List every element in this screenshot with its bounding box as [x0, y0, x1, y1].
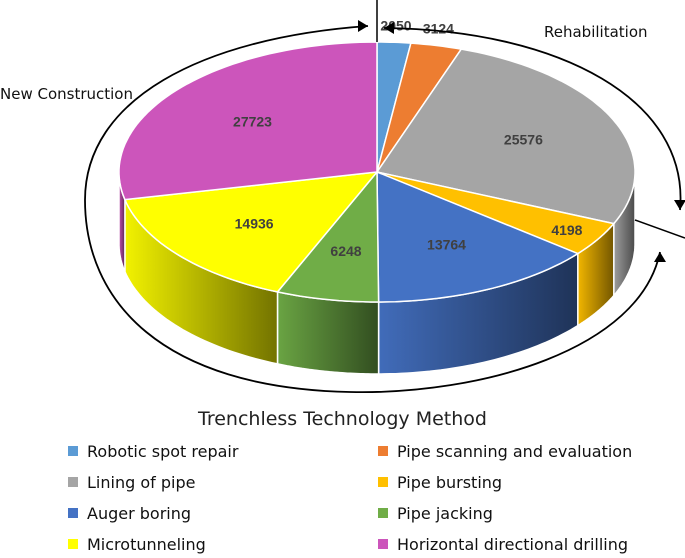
- legend-swatch: [68, 508, 78, 518]
- side-pipe-jacking: [276, 290, 380, 375]
- data-label-pipe-jacking: 6248: [330, 243, 361, 259]
- legend-swatch: [378, 477, 388, 487]
- legend-label: Lining of pipe: [87, 473, 196, 492]
- legend-swatch: [378, 446, 388, 456]
- grouping-arrows: [84, 0, 685, 393]
- legend-label: Robotic spot repair: [87, 442, 239, 461]
- data-label-pipe-scanning-and-evaluation: 3124: [423, 21, 454, 37]
- slice-microtunneling: [123, 171, 379, 293]
- legend-swatch: [378, 539, 388, 549]
- legend-swatch: [68, 446, 78, 456]
- legend-item-microtunneling: Microtunneling: [68, 535, 206, 554]
- legend-item-horizontal-directional-drilling: Horizontal directional drilling: [378, 535, 628, 554]
- legend-swatch: [68, 477, 78, 487]
- legend-label: Auger boring: [87, 504, 192, 523]
- data-label-robotic-spot-repair: 2050: [380, 17, 411, 33]
- slice-horizontal-directional-drilling: [118, 41, 378, 201]
- legend-label: Pipe scanning and evaluation: [397, 442, 633, 461]
- data-label-auger-boring: 13764: [427, 237, 466, 253]
- slice-pipe-scanning-and-evaluation: [376, 42, 463, 173]
- legend-item-pipe-scanning-and-evaluation: Pipe scanning and evaluation: [378, 442, 632, 461]
- legend-swatch: [378, 508, 388, 518]
- pie-chart: 2050 3124 25576 4198 13764 6248 14936 27723 Reh…: [0, 0, 685, 393]
- data-label-microtunneling: 14936: [235, 216, 274, 232]
- legend-item-auger-boring: Auger boring: [68, 504, 191, 523]
- data-label-lining-of-pipe: 25576: [504, 132, 543, 148]
- legend-label: Pipe bursting: [397, 473, 503, 492]
- slice-pipe-jacking: [276, 169, 380, 303]
- legend-label: Pipe jacking: [397, 504, 493, 523]
- pie-top: [118, 41, 636, 303]
- slice-auger-boring: [376, 170, 580, 303]
- legend-swatch: [68, 539, 78, 549]
- slice-lining-of-pipe: [375, 48, 636, 225]
- legend-item-pipe-bursting: Pipe bursting: [378, 473, 502, 492]
- data-label-horizontal-directional-drilling: 27723: [233, 113, 272, 129]
- chart-title: Trenchless Technology Method: [198, 408, 487, 430]
- slice-pipe-bursting: [376, 171, 616, 255]
- legend-item-robotic-spot-repair: Robotic spot repair: [68, 442, 238, 461]
- annotation-rehabilitation: Rehabilitation: [544, 23, 648, 41]
- legend-label: Microtunneling: [87, 535, 206, 554]
- legend-item-pipe-jacking: Pipe jacking: [378, 504, 493, 523]
- data-label-pipe-bursting: 4198: [551, 222, 582, 238]
- annotation-new-construction: New Construction: [0, 85, 133, 103]
- legend-label: Horizontal directional drilling: [397, 535, 629, 554]
- legend-item-lining-of-pipe: Lining of pipe: [68, 473, 195, 492]
